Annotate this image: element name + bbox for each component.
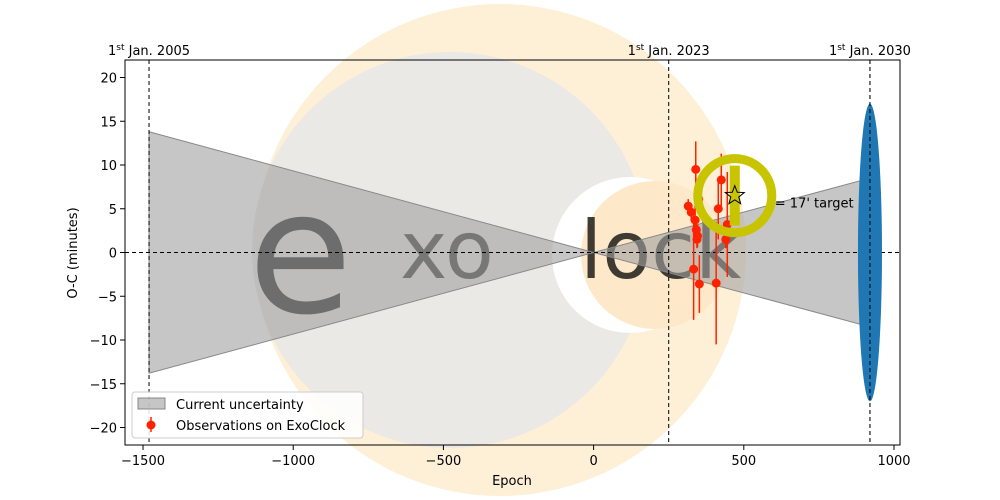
observation-point-7 — [693, 231, 703, 241]
legend: Current uncertainty Observations on ExoC… — [131, 391, 364, 439]
y-tick-label-7: 15 — [100, 115, 117, 130]
observation-point-11 — [713, 204, 723, 214]
y-tick-label-8: 20 — [100, 72, 117, 87]
date-marker-label-2: 1st Jan. 2030 — [829, 43, 911, 59]
y-tick-label-0: −20 — [90, 422, 117, 437]
target-layer: = 17' target — [693, 154, 854, 238]
x-axis-label: Epoch — [492, 474, 532, 489]
observation-point-10 — [711, 278, 721, 288]
legend-band-label: Current uncertainty — [176, 398, 304, 413]
x-tick-label-2: −500 — [426, 454, 462, 469]
observation-point-1 — [686, 207, 696, 217]
date-marker-labels: 1st Jan. 2005 1st Jan. 2023 1st Jan. 2030 — [108, 43, 911, 59]
x-tick-label-3: 0 — [589, 454, 597, 469]
observation-point-12 — [716, 175, 726, 185]
observation-point-4 — [691, 164, 701, 174]
legend-obs-marker — [146, 420, 156, 430]
target-star-icon — [723, 184, 746, 205]
x-tick-label-4: 500 — [731, 454, 756, 469]
y-tick-label-3: −5 — [98, 290, 117, 305]
y-tick-label-2: −10 — [90, 334, 117, 349]
observation-point-3 — [690, 215, 700, 225]
target-bar — [729, 165, 740, 226]
y-tick-label-4: 0 — [109, 247, 117, 262]
date-marker-label-1: 1st Jan. 2023 — [628, 43, 710, 59]
target-ring — [693, 154, 777, 238]
legend-box — [131, 391, 364, 439]
date-marker-label-0: 1st Jan. 2005 — [108, 43, 190, 59]
legend-obs-label: Observations on ExoClock — [176, 419, 346, 434]
y-tick-label-6: 10 — [100, 159, 117, 174]
y-axis-label: O-C (minutes) — [66, 207, 81, 298]
x-tick-label-1: −1000 — [271, 454, 315, 469]
target-label: = 17' target — [775, 197, 854, 212]
future-ellipse-layer — [857, 60, 882, 445]
legend-band-swatch — [137, 397, 166, 410]
y-tick-label-1: −15 — [90, 378, 117, 393]
y-tick-label-5: 5 — [109, 203, 117, 218]
y-axis-ticks: −20 −15 −10 −5 0 5 10 15 20 — [90, 72, 125, 437]
x-axis-ticks: −1500 −1000 −500 0 500 1000 — [121, 445, 911, 469]
observation-point-9 — [694, 279, 704, 289]
x-tick-label-5: 1000 — [877, 454, 910, 469]
x-tick-label-0: −1500 — [121, 454, 165, 469]
observation-point-2 — [689, 264, 699, 274]
